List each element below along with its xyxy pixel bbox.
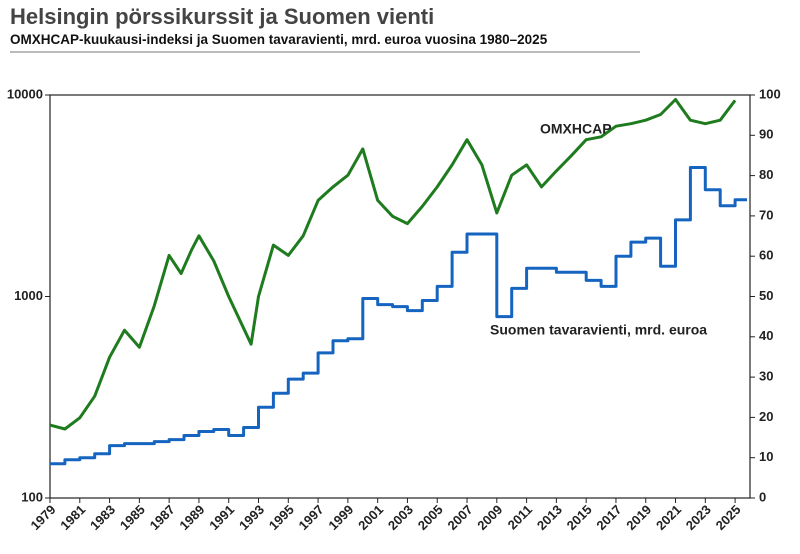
chart-title: Helsingin pörssikurssit ja Suomen vienti [10,4,434,29]
x-tick-label: 1999 [325,502,356,533]
x-tick-label: 1981 [57,502,88,533]
y2-tick-label: 30 [759,369,773,384]
x-tick-label: 1993 [236,502,267,533]
x-tick-label: 2021 [653,502,684,533]
x-tick-label: 2001 [355,502,386,533]
x-tick-label: 2013 [534,502,565,533]
x-tick-label: 2015 [564,502,595,533]
y2-tick-label: 90 [759,127,773,142]
x-tick-label: 2005 [415,502,446,533]
y2-tick-label: 0 [759,489,766,504]
x-tick-label: 1995 [266,502,297,533]
x-tick-label: 1997 [296,502,327,533]
x-tick-label: 1987 [147,502,178,533]
y2-tick-label: 70 [759,207,773,222]
y2-tick-label: 60 [759,248,773,263]
plot-frame [49,94,751,499]
x-tick-label: 2011 [505,502,536,533]
series-label: OMXHCAP [540,121,612,137]
y-tick-label: 10000 [7,86,43,101]
series-line [49,98,737,431]
y2-tick-label: 10 [759,449,773,464]
y-tick-label: 1000 [14,288,43,303]
x-tick-label: 1991 [206,502,237,533]
y2-tick-label: 80 [759,167,773,182]
x-tick-label: 1989 [176,502,207,533]
y2-tick-label: 40 [759,328,773,343]
x-tick-label: 1979 [27,502,58,533]
series-line [50,166,747,466]
x-tick-label: 2009 [474,502,505,533]
y2-tick-label: 100 [759,86,781,101]
x-tick-label: 1985 [117,502,148,533]
x-tick-label: 1983 [87,502,118,533]
y-tick-label: 100 [21,489,43,504]
y2-tick-label: 50 [759,288,773,303]
x-tick-label: 2023 [683,502,714,533]
x-tick-label: 2025 [713,502,744,533]
y2-tick-label: 20 [759,409,773,424]
x-tick-label: 2019 [623,502,654,533]
x-tick-label: 2017 [593,502,624,533]
x-tick-label: 2007 [445,502,476,533]
series-label: Suomen tavaravienti, mrd. euroa [490,322,707,338]
x-tick-label: 2003 [385,502,416,533]
chart-subtitle: OMXHCAP-kuukausi-indeksi ja Suomen tavar… [10,32,548,47]
